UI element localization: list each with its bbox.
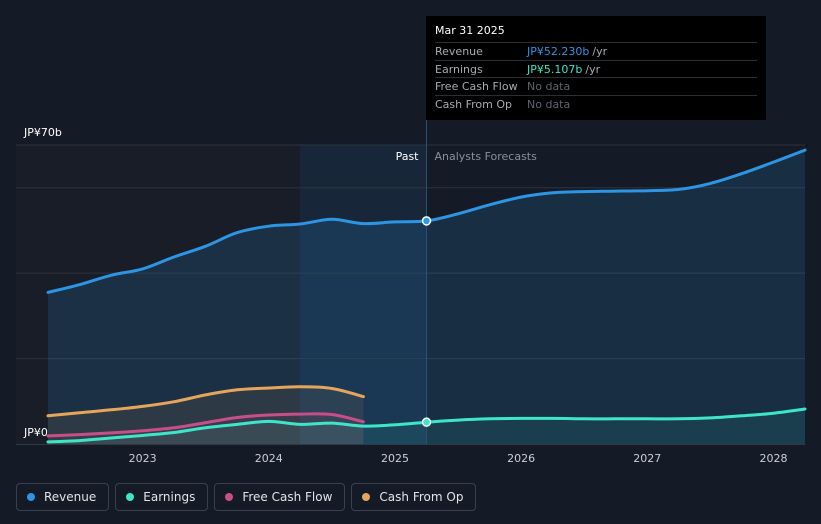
tooltip-label: Cash From Op <box>435 97 513 111</box>
gridlines <box>16 144 805 445</box>
x-tick-label: 2025 <box>381 452 409 465</box>
tooltip-nodata: No data <box>527 80 571 93</box>
legend-item-revenue[interactable]: Revenue <box>16 483 110 511</box>
tooltip-label: Free Cash Flow <box>435 80 518 93</box>
revenue-hover-dot <box>421 216 432 226</box>
x-tick-label: 2028 <box>759 452 787 465</box>
tooltip-value: JP¥52.230b <box>527 45 590 58</box>
legend-label: Cash From Op <box>379 490 464 504</box>
earnings-hover-dot <box>421 417 432 427</box>
highlight-band <box>300 145 427 444</box>
hover-dots <box>421 216 432 427</box>
legend-label: Free Cash Flow <box>242 490 333 504</box>
legend-label: Earnings <box>143 490 196 504</box>
tooltip-row-cash-from-op: Cash From Op No data <box>435 94 757 113</box>
y-axis-top-label: JP¥70b <box>23 126 62 139</box>
tooltip-value: JP¥5.107b <box>527 62 583 76</box>
tooltip-unit: /yr <box>592 45 608 58</box>
forecast-label: Analysts Forecasts <box>435 150 538 163</box>
tooltip-unit: /yr <box>585 62 601 76</box>
tooltip-nodata: No data <box>527 97 571 111</box>
legend-dot-icon <box>27 493 35 501</box>
y-axis-bottom-label: JP¥0 <box>23 426 48 439</box>
legend-dot-icon <box>126 493 135 501</box>
tooltip: Mar 31 2025 Revenue JP¥52.230b/yr Earnin… <box>426 16 766 120</box>
legend-label: Revenue <box>44 490 97 504</box>
tooltip-row-revenue: Revenue JP¥52.230b/yr <box>435 42 757 60</box>
past-label: Past <box>396 150 420 163</box>
tooltip-label: Earnings <box>435 62 483 76</box>
tooltip-label: Revenue <box>435 45 483 58</box>
tooltip-date: Mar 31 2025 <box>435 24 505 37</box>
legend-item-free-cash-flow[interactable]: Free Cash Flow <box>214 483 346 511</box>
legend: Revenue Earnings Free Cash Flow Cash Fro… <box>16 483 477 511</box>
x-tick-label: 2026 <box>507 452 535 465</box>
legend-item-earnings[interactable]: Earnings <box>115 483 209 511</box>
legend-item-cash-from-op[interactable]: Cash From Op <box>351 483 477 511</box>
free-cash-flow-line <box>46 412 365 438</box>
tooltip-row-earnings: Earnings JP¥5.107b/yr <box>435 59 757 78</box>
legend-dot-icon <box>362 493 371 501</box>
x-tick-label: 2023 <box>129 452 157 465</box>
legend-dot-icon <box>225 493 234 501</box>
x-axis-ticks: 2023 2024 2025 2026 2027 2028 <box>129 452 788 465</box>
tooltip-row-free-cash-flow: Free Cash Flow No data <box>435 77 757 95</box>
x-tick-label: 2024 <box>255 452 283 465</box>
cash-from-op-area <box>48 386 364 444</box>
x-tick-label: 2027 <box>633 452 661 465</box>
cash-from-op-line <box>46 385 365 418</box>
